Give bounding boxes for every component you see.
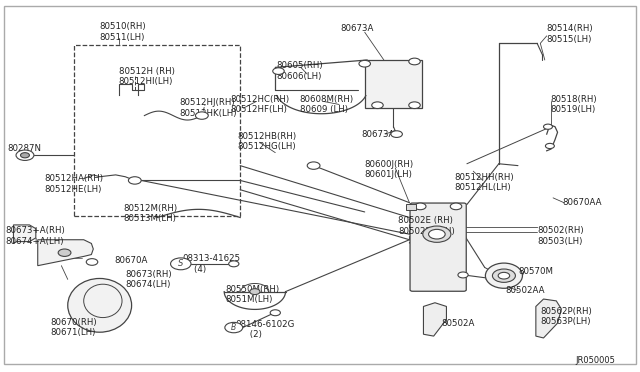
Text: 80512H (RH)
80512HI(LH): 80512H (RH) 80512HI(LH) [119,67,175,86]
Circle shape [20,153,29,158]
Text: 08146-6102G
     (2): 08146-6102G (2) [236,320,295,340]
FancyBboxPatch shape [410,203,467,291]
Circle shape [391,131,403,137]
Text: 80512HB(RH)
80512HG(LH): 80512HB(RH) 80512HG(LH) [237,132,296,151]
Circle shape [359,60,371,67]
Circle shape [195,112,208,119]
Circle shape [86,259,98,265]
Circle shape [545,143,554,148]
Text: 80570M: 80570M [518,267,553,276]
Text: 80673A: 80673A [340,24,374,33]
Text: 80512HA(RH)
80512HE(LH): 80512HA(RH) 80512HE(LH) [44,174,103,194]
Circle shape [429,230,445,239]
Circle shape [58,249,71,256]
Circle shape [171,258,191,270]
Text: 80502A: 80502A [442,320,475,328]
Bar [74,45,240,216]
Text: 80512M(RH)
80513M(LH): 80512M(RH) 80513M(LH) [124,204,177,224]
Bar [365,60,422,108]
Text: S: S [178,259,184,268]
Text: 80670A: 80670A [115,256,148,264]
Text: 80600J(RH)
80601J(LH): 80600J(RH) 80601J(LH) [365,160,414,179]
Circle shape [129,177,141,184]
Text: 80514(RH)
80515(LH): 80514(RH) 80515(LH) [547,24,593,44]
Circle shape [409,102,420,109]
Text: 80673+A(RH)
80674+A(LH): 80673+A(RH) 80674+A(LH) [6,226,65,246]
Circle shape [498,272,509,279]
Text: 80502E (RH)
80502EA(LH): 80502E (RH) 80502EA(LH) [398,217,454,236]
Text: 80605(RH)
80606(LH): 80605(RH) 80606(LH) [276,61,323,81]
Text: 80512HJ(RH)
80512HK(LH): 80512HJ(RH) 80512HK(LH) [179,99,237,118]
Text: 80670(RH)
80671(LH): 80670(RH) 80671(LH) [51,318,97,337]
Text: 08313-41625
    (4): 08313-41625 (4) [182,254,241,273]
Circle shape [451,203,462,210]
Ellipse shape [84,284,122,318]
Circle shape [543,124,552,129]
Circle shape [458,272,468,278]
Polygon shape [424,303,447,336]
Polygon shape [13,225,36,243]
Circle shape [492,269,515,282]
Circle shape [372,102,383,109]
Text: 80502(RH)
80503(LH): 80502(RH) 80503(LH) [537,226,584,246]
Text: B: B [231,323,236,332]
Text: 80512HC(RH)
80512HF(LH): 80512HC(RH) 80512HF(LH) [230,95,290,114]
Text: 80673A: 80673A [362,129,395,139]
Circle shape [423,226,451,242]
Circle shape [273,68,284,74]
Polygon shape [38,240,93,266]
Bar [406,204,416,210]
Circle shape [409,58,420,65]
Text: 80287N: 80287N [7,144,41,153]
Text: 80608M(RH)
80609 (LH): 80608M(RH) 80609 (LH) [300,95,354,114]
Text: 80518(RH)
80519(LH): 80518(RH) 80519(LH) [550,95,596,114]
Text: 80550M(RH)
8051M(LH): 80550M(RH) 8051M(LH) [225,285,280,304]
Text: 80673(RH)
80674(LH): 80673(RH) 80674(LH) [125,270,172,289]
Text: 80512HH(RH)
80512HL(LH): 80512HH(RH) 80512HL(LH) [454,173,514,192]
Text: 80670AA: 80670AA [563,198,602,207]
Ellipse shape [68,279,132,332]
Circle shape [225,323,243,333]
Circle shape [16,150,34,160]
Text: JR050005: JR050005 [575,356,615,365]
Circle shape [228,261,239,267]
Circle shape [250,289,260,295]
Ellipse shape [485,263,522,288]
Text: 80502AA: 80502AA [505,286,545,295]
Polygon shape [536,299,561,338]
Circle shape [307,162,320,169]
Text: 80562P(RH)
80563P(LH): 80562P(RH) 80563P(LH) [540,307,592,326]
Circle shape [415,203,426,210]
Text: 80510(RH)
80511(LH): 80510(RH) 80511(LH) [100,22,147,42]
Circle shape [270,310,280,316]
